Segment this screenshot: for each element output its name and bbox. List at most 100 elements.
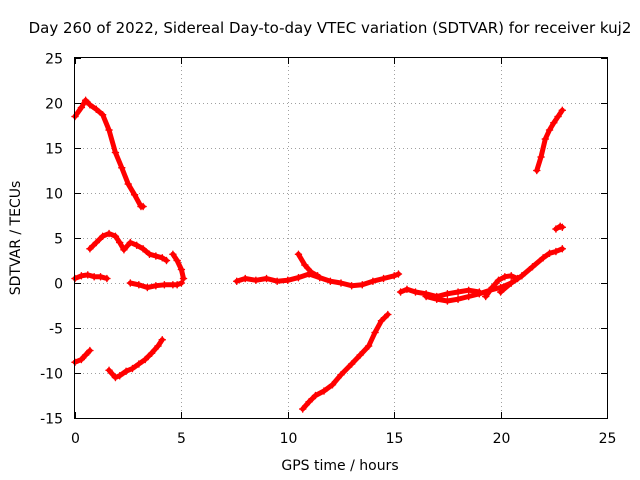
data-point-marker [545,126,554,134]
data-point-marker [160,281,169,289]
data-point-marker [177,279,186,287]
series-trace [72,97,146,209]
data-point-marker [554,112,562,121]
axes: 0 5 10 15 20 25 -15 -10 -5 0 5 10 15 20 25 [40,52,616,448]
data-point-marker [403,285,411,294]
data-point-marker [301,261,309,269]
series-s15 [533,106,567,175]
data-point-marker [494,276,503,285]
data-point-marker [488,283,496,292]
data-point-marker [411,288,420,296]
data-point-marker [298,405,307,413]
data-point-marker [147,349,156,357]
data-point-marker [122,367,130,375]
data-point-marker [173,256,181,265]
data-point-marker [313,272,322,280]
data-point-marker [158,335,166,344]
plot-frame [74,57,608,419]
data-point-marker [77,272,86,280]
data-point-marker [390,272,398,280]
data-point-marker [539,254,547,262]
y-tick-label: -15 [40,412,63,428]
y-tick-label: 5 [54,232,63,248]
data-point-marker [120,245,128,254]
series-trace [300,312,391,412]
data-point-marker [273,277,281,285]
data-point-marker [262,274,271,283]
data-point-marker [77,103,86,112]
x-tick-label: 0 [71,431,80,447]
data-point-marker [115,238,124,247]
data-point-marker [135,281,143,289]
data-point-marker [111,232,120,240]
data-point-marker [496,288,505,296]
data-point-marker [132,241,141,249]
data-point-marker [454,288,462,296]
x-tick-label: 15 [386,431,404,447]
series-trace [295,251,321,279]
x-tick-label: 20 [493,431,511,447]
data-point-marker [126,238,135,247]
data-point-marker [464,286,473,294]
series-s4 [126,279,186,292]
data-point-marker [311,391,320,400]
data-point-marker [158,254,166,262]
data-point-marker [92,105,101,114]
series-s8 [232,270,403,290]
data-point-marker [152,252,160,260]
data-point-marker [533,166,541,175]
data-point-marker [379,274,388,283]
data-point-marker [115,371,124,380]
data-point-marker [443,297,452,305]
data-point-marker [86,101,94,109]
data-point-marker [139,202,147,211]
series-trace [498,246,565,295]
data-point-marker [394,270,403,278]
data-point-marker [558,223,567,231]
series-s9 [294,250,322,280]
x-tick-label: 5 [177,431,186,447]
x-tick-label: 10 [280,431,298,447]
series-s7 [105,335,166,382]
series-s1 [71,96,147,211]
data-point-marker [558,106,567,114]
chart-title: Day 260 of 2022, Sidereal Day-to-day VTE… [29,19,632,37]
data-point-marker [139,245,147,253]
data-point-marker [92,238,101,247]
data-point-marker [145,250,154,258]
data-point-marker [337,279,345,287]
data-point-marker [111,373,120,382]
y-tick-label: 15 [45,142,63,158]
y-tick-label: 10 [45,187,63,203]
data-point-marker [154,342,162,350]
data-point-marker [552,225,560,233]
data-point-marker [528,263,537,271]
data-point-marker [105,126,113,134]
data-point-marker [305,398,313,406]
series-s16 [552,222,567,233]
data-point-marker [558,245,567,253]
data-point-marker [422,292,430,301]
data-point-marker [162,256,171,265]
data-point-marker [371,328,379,337]
data-point-marker [337,371,345,379]
data-point-marker [358,281,367,289]
series-s10 [298,310,392,413]
data-point-marker [118,164,126,172]
data-point-marker [77,355,86,364]
data-point-marker [294,250,303,258]
data-point-marker [464,292,473,301]
data-point-marker [481,292,490,301]
series-trace [72,348,93,365]
data-point-marker [454,295,462,303]
data-point-marker [443,290,452,298]
data-point-marker [541,135,550,143]
data-point-marker [507,272,515,280]
series-s3 [86,229,171,265]
data-point-marker [128,364,137,373]
data-point-marker [377,317,386,325]
data-point-marker [105,229,113,238]
data-point-marker [111,148,120,157]
data-point-marker [130,191,139,199]
data-point-marker [135,360,143,368]
